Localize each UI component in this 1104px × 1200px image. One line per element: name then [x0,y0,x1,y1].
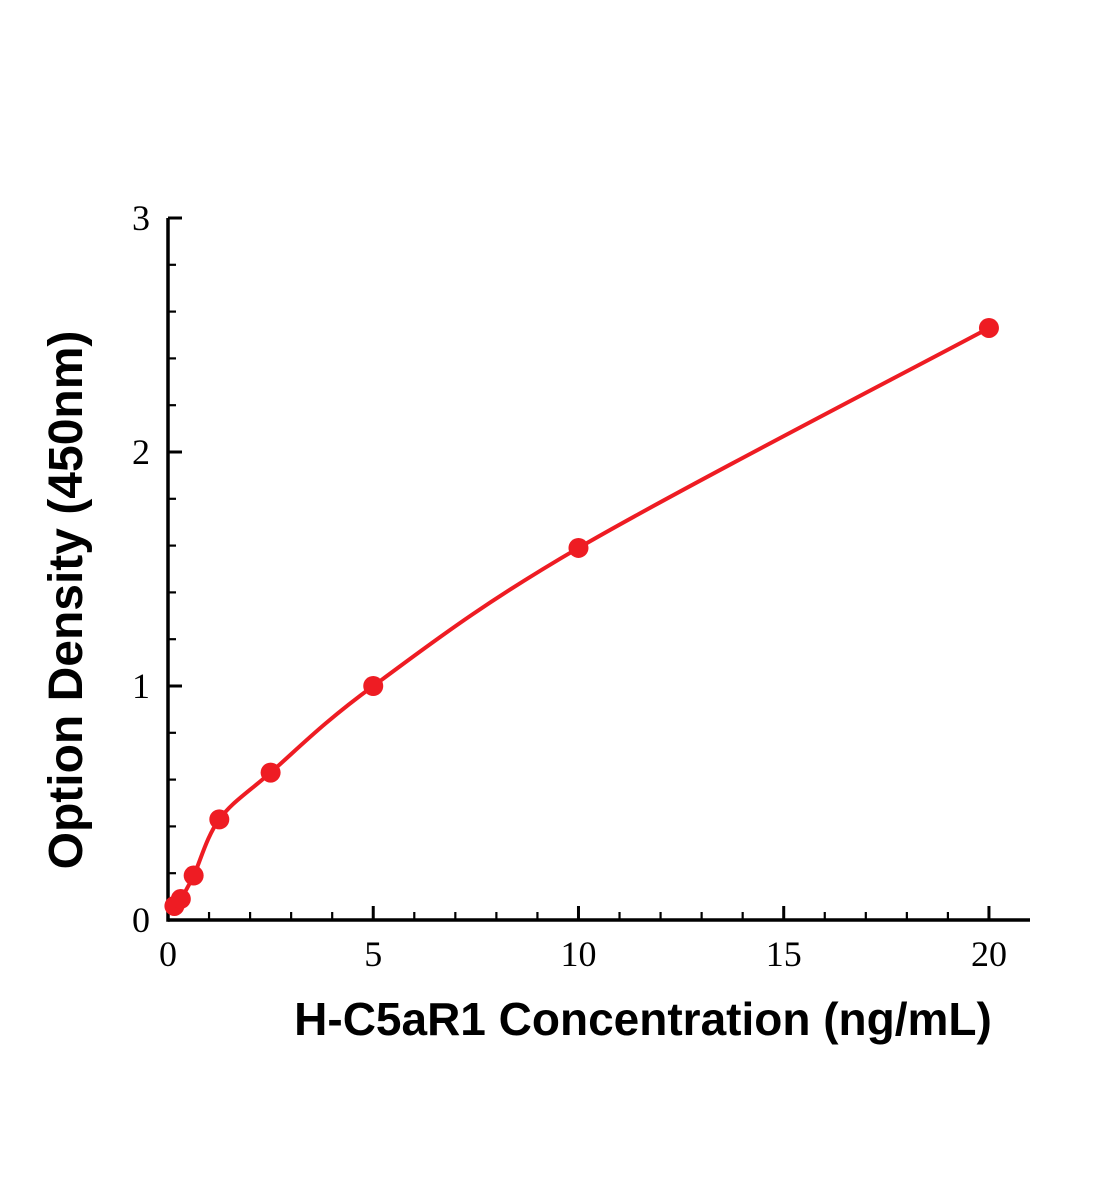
y-tick-label: 2 [132,432,150,472]
x-tick-label: 15 [766,934,802,974]
axis-lines [166,218,1030,922]
x-tick-label: 0 [159,934,177,974]
x-tick-label: 20 [971,934,1007,974]
data-point [170,888,191,909]
standard-curve-line [172,325,991,908]
y-tick-label: 1 [132,666,150,706]
y-tick-label: 0 [132,900,150,940]
data-point [183,865,204,886]
y-tick-label: 3 [132,198,150,238]
x-axis-title: H-C5aR1 Concentration (ng/mL) [294,993,992,1045]
axis-ticks [166,216,991,922]
y-axis-title: Option Density (450nm) [40,331,93,870]
tick-labels: 0 5 10 15 20 0 1 2 3 [132,198,1007,974]
data-point [363,676,384,696]
x-tick-label: 10 [560,934,596,974]
data-series [164,317,999,916]
data-point [978,317,999,338]
data-point [568,537,589,558]
data-point [209,809,230,830]
data-point [260,762,281,783]
x-tick-label: 5 [364,934,382,974]
